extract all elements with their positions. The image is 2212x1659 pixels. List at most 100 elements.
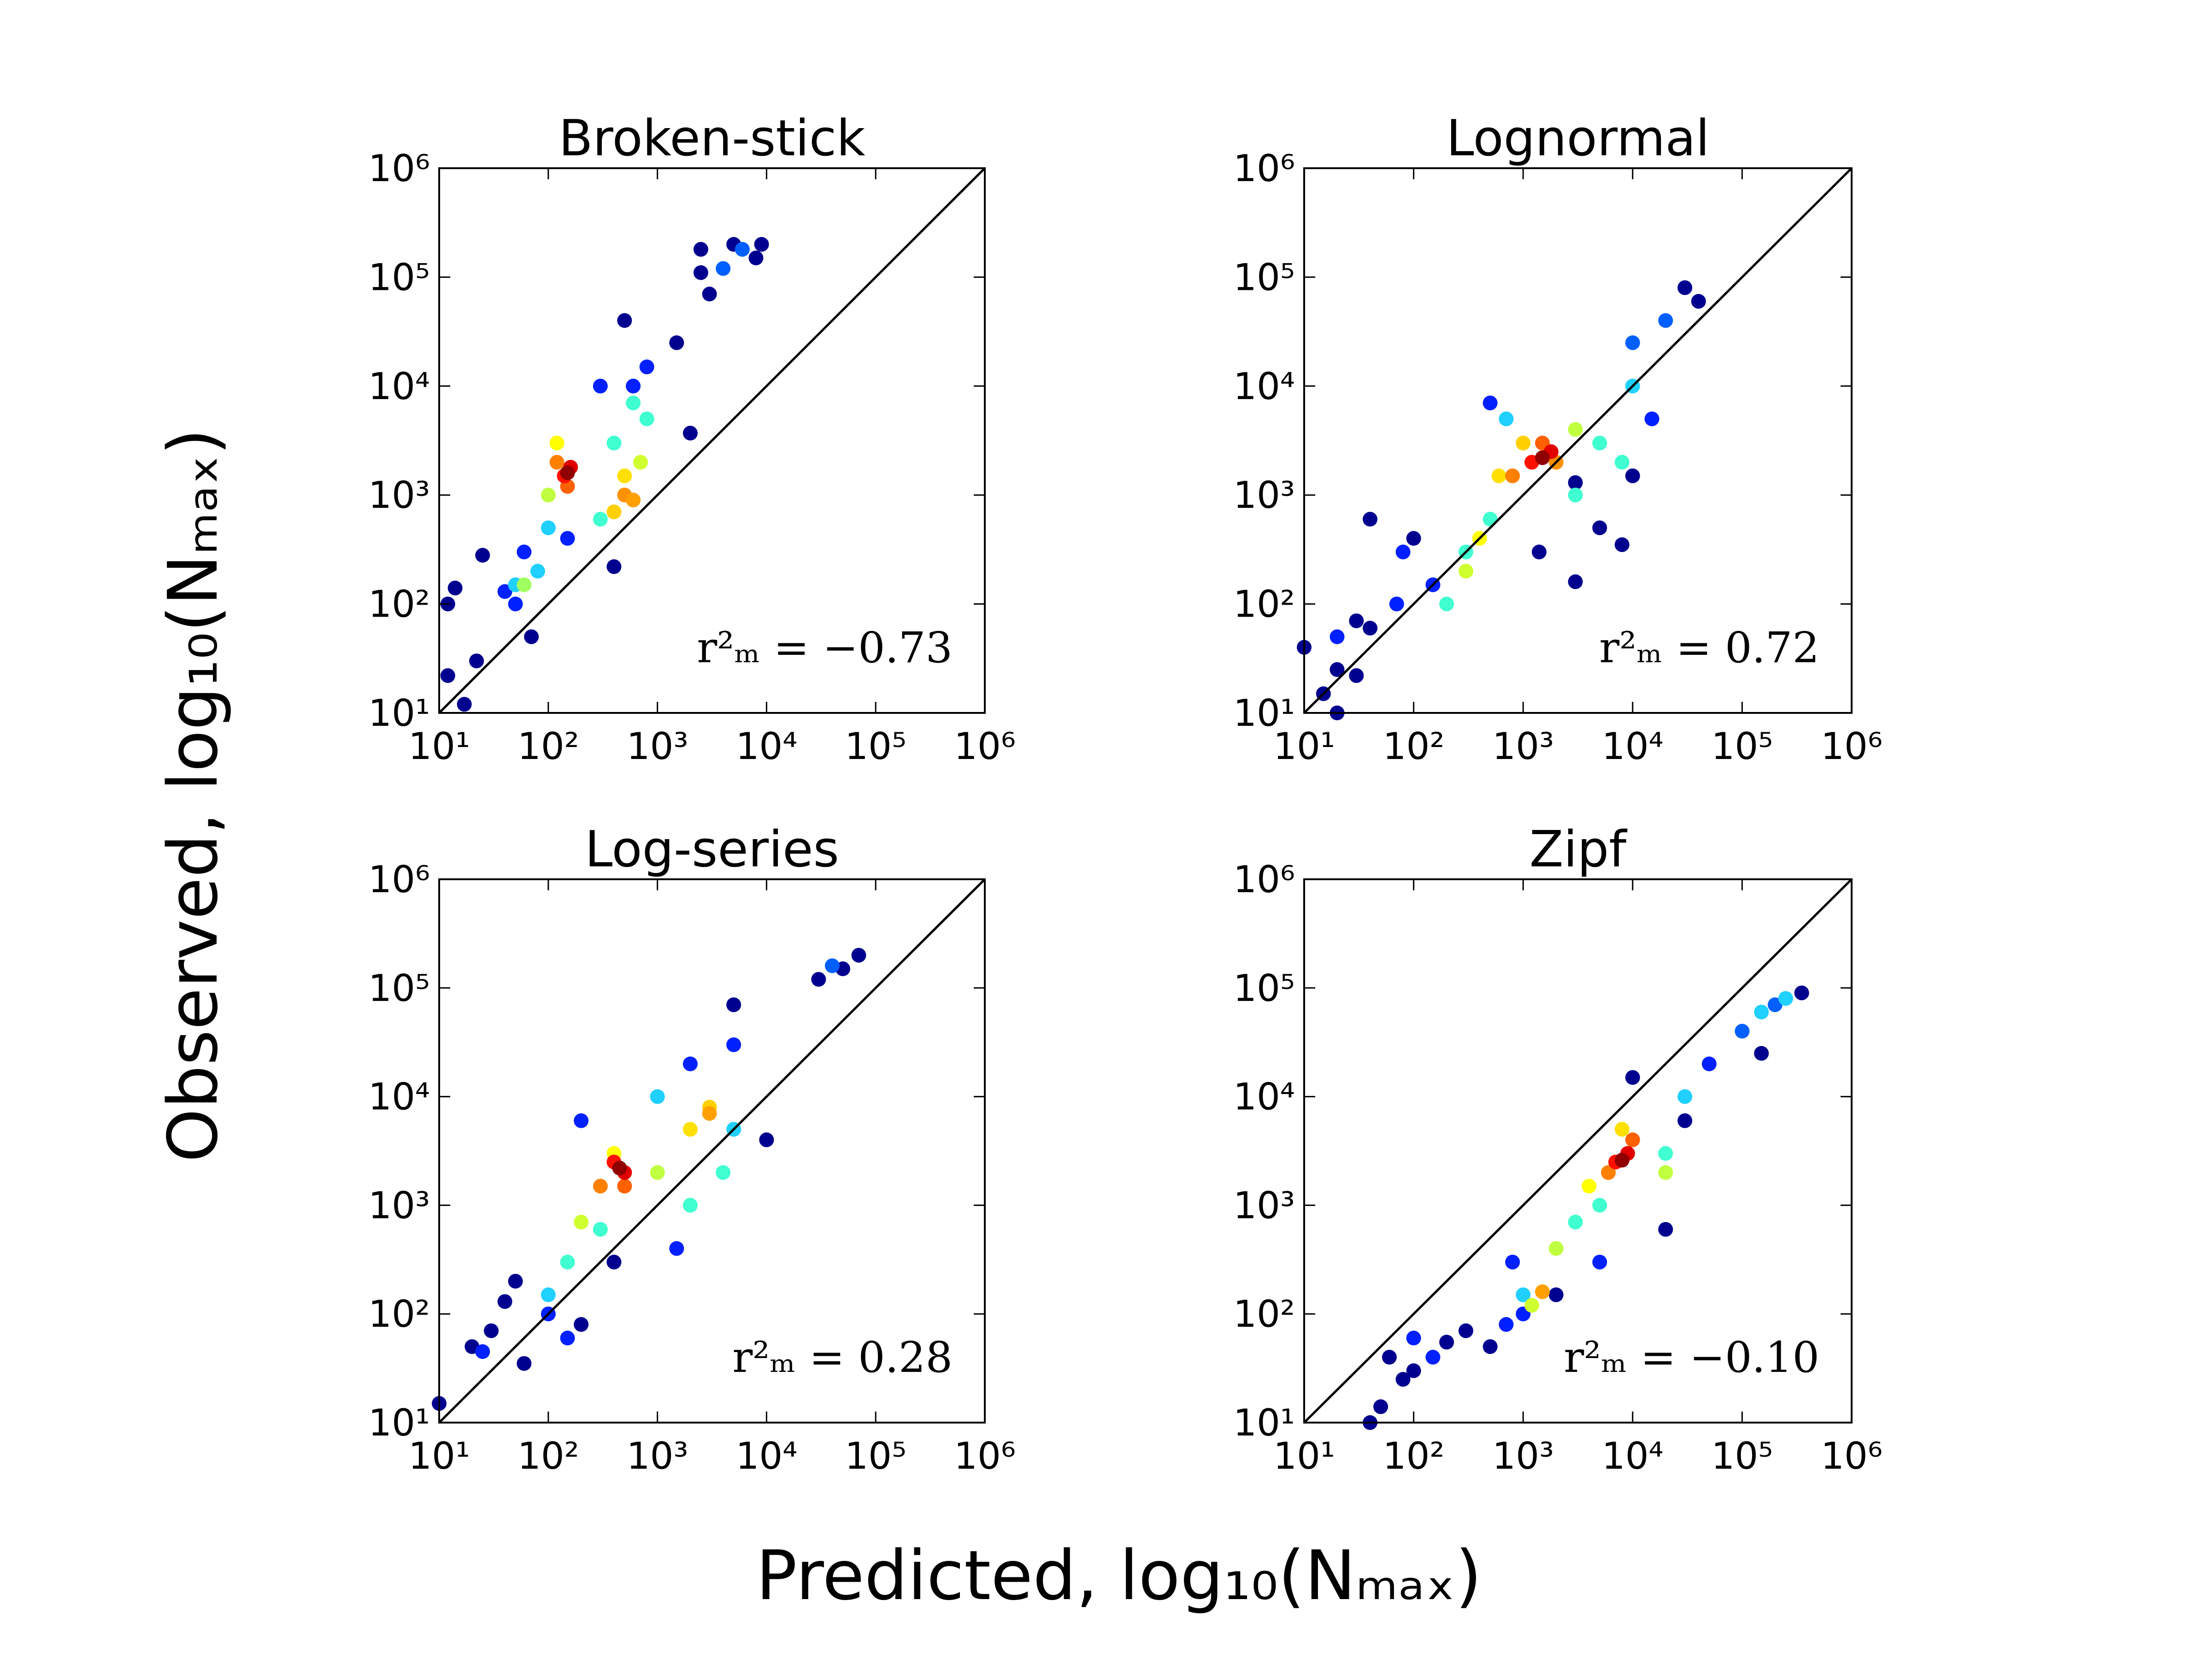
point (1677, 1089, 1693, 1104)
point (1778, 991, 1793, 1006)
y-tick-label: 10⁵ (1233, 256, 1295, 299)
point (682, 1056, 698, 1071)
point (1505, 468, 1520, 483)
point (735, 242, 750, 257)
point (1499, 411, 1514, 426)
point (497, 1294, 512, 1309)
point (716, 261, 731, 276)
point (1330, 629, 1345, 644)
point (612, 1160, 627, 1176)
x-tick-label: 10⁵ (845, 1435, 906, 1477)
y-axis-label: Observed, log₁₀(Nₘₐₓ) (153, 429, 233, 1162)
point (1614, 1122, 1630, 1137)
point (693, 242, 708, 257)
point (1658, 1222, 1673, 1237)
axes-frame (1303, 167, 1853, 714)
point (626, 395, 641, 411)
x-tick-label: 10⁶ (1821, 1435, 1883, 1477)
y-tick-label: 10⁴ (368, 1076, 430, 1118)
y-tick-label: 10⁵ (368, 967, 430, 1010)
annotation: r²ₘ = 0.72 (1599, 623, 1819, 672)
point (1483, 395, 1498, 411)
point (549, 455, 565, 470)
point (1658, 1165, 1673, 1180)
x-tick-label: 10⁶ (1821, 725, 1883, 768)
point (1614, 1153, 1630, 1168)
point (682, 1198, 698, 1213)
point (1439, 596, 1454, 612)
point (1767, 997, 1783, 1012)
y-tick-label: 10² (368, 583, 430, 626)
point (617, 313, 632, 328)
point (1406, 1363, 1421, 1378)
point (1395, 1372, 1411, 1387)
point (1524, 1298, 1540, 1313)
point (754, 237, 769, 252)
point (682, 425, 698, 441)
point (1592, 1198, 1607, 1213)
one-to-one-line (1303, 167, 1853, 714)
x-tick-label: 10⁵ (1711, 725, 1773, 768)
point (1548, 1287, 1564, 1302)
y-tick-label: 10² (1233, 1293, 1295, 1335)
y-tick-label: 10⁶ (1233, 147, 1295, 190)
x-tick-label: 10¹ (408, 725, 470, 768)
point (497, 584, 512, 599)
y-tick-label: 10¹ (368, 1401, 430, 1444)
one-to-one-line (1303, 878, 1853, 1424)
point (1592, 435, 1607, 451)
point (1406, 531, 1421, 546)
point (617, 468, 632, 483)
point (541, 520, 556, 535)
point (1691, 294, 1706, 309)
panel-title: Broken-stick (559, 110, 865, 167)
point (1568, 475, 1583, 490)
point (1677, 1113, 1693, 1128)
x-tick-label: 10² (518, 725, 579, 768)
x-tick-label: 10⁶ (954, 725, 1016, 768)
point (469, 653, 484, 669)
x-tick-label: 10³ (1492, 1435, 1554, 1477)
point (1425, 1350, 1441, 1365)
y-tick-label: 10¹ (1233, 692, 1295, 735)
point (626, 493, 641, 508)
point (1516, 1287, 1531, 1302)
point (530, 564, 545, 579)
point (650, 1165, 665, 1180)
y-tick-label: 10³ (1233, 1184, 1295, 1227)
point (1614, 455, 1630, 470)
point (606, 559, 622, 574)
point (517, 544, 532, 559)
point (693, 265, 708, 280)
x-tick-label: 10¹ (408, 1435, 470, 1477)
point (1439, 1335, 1454, 1350)
point (1754, 1046, 1769, 1061)
y-tick-label: 10³ (368, 474, 430, 517)
x-tick-label: 10⁴ (735, 1435, 797, 1477)
point (748, 250, 764, 265)
point (508, 1274, 523, 1289)
point (574, 1113, 589, 1128)
point (1330, 662, 1345, 677)
point (1701, 1056, 1717, 1071)
point (716, 1165, 731, 1180)
y-tick-label: 10⁵ (1233, 967, 1295, 1010)
one-to-one-line (438, 878, 986, 1424)
point (440, 668, 455, 683)
point (1625, 335, 1640, 350)
x-tick-label: 10¹ (1273, 1435, 1335, 1477)
point (1458, 1323, 1473, 1338)
point (1531, 544, 1547, 559)
point (1389, 596, 1404, 612)
point (1614, 537, 1630, 552)
point (593, 512, 608, 527)
point (574, 1317, 589, 1332)
point (1794, 985, 1809, 1000)
point (639, 411, 654, 426)
y-tick-label: 10³ (368, 1184, 430, 1227)
y-tick-label: 10² (368, 1293, 430, 1335)
point (574, 1214, 589, 1230)
point (475, 547, 490, 563)
x-tick-label: 10¹ (1273, 725, 1335, 768)
x-tick-label: 10² (518, 1435, 579, 1477)
